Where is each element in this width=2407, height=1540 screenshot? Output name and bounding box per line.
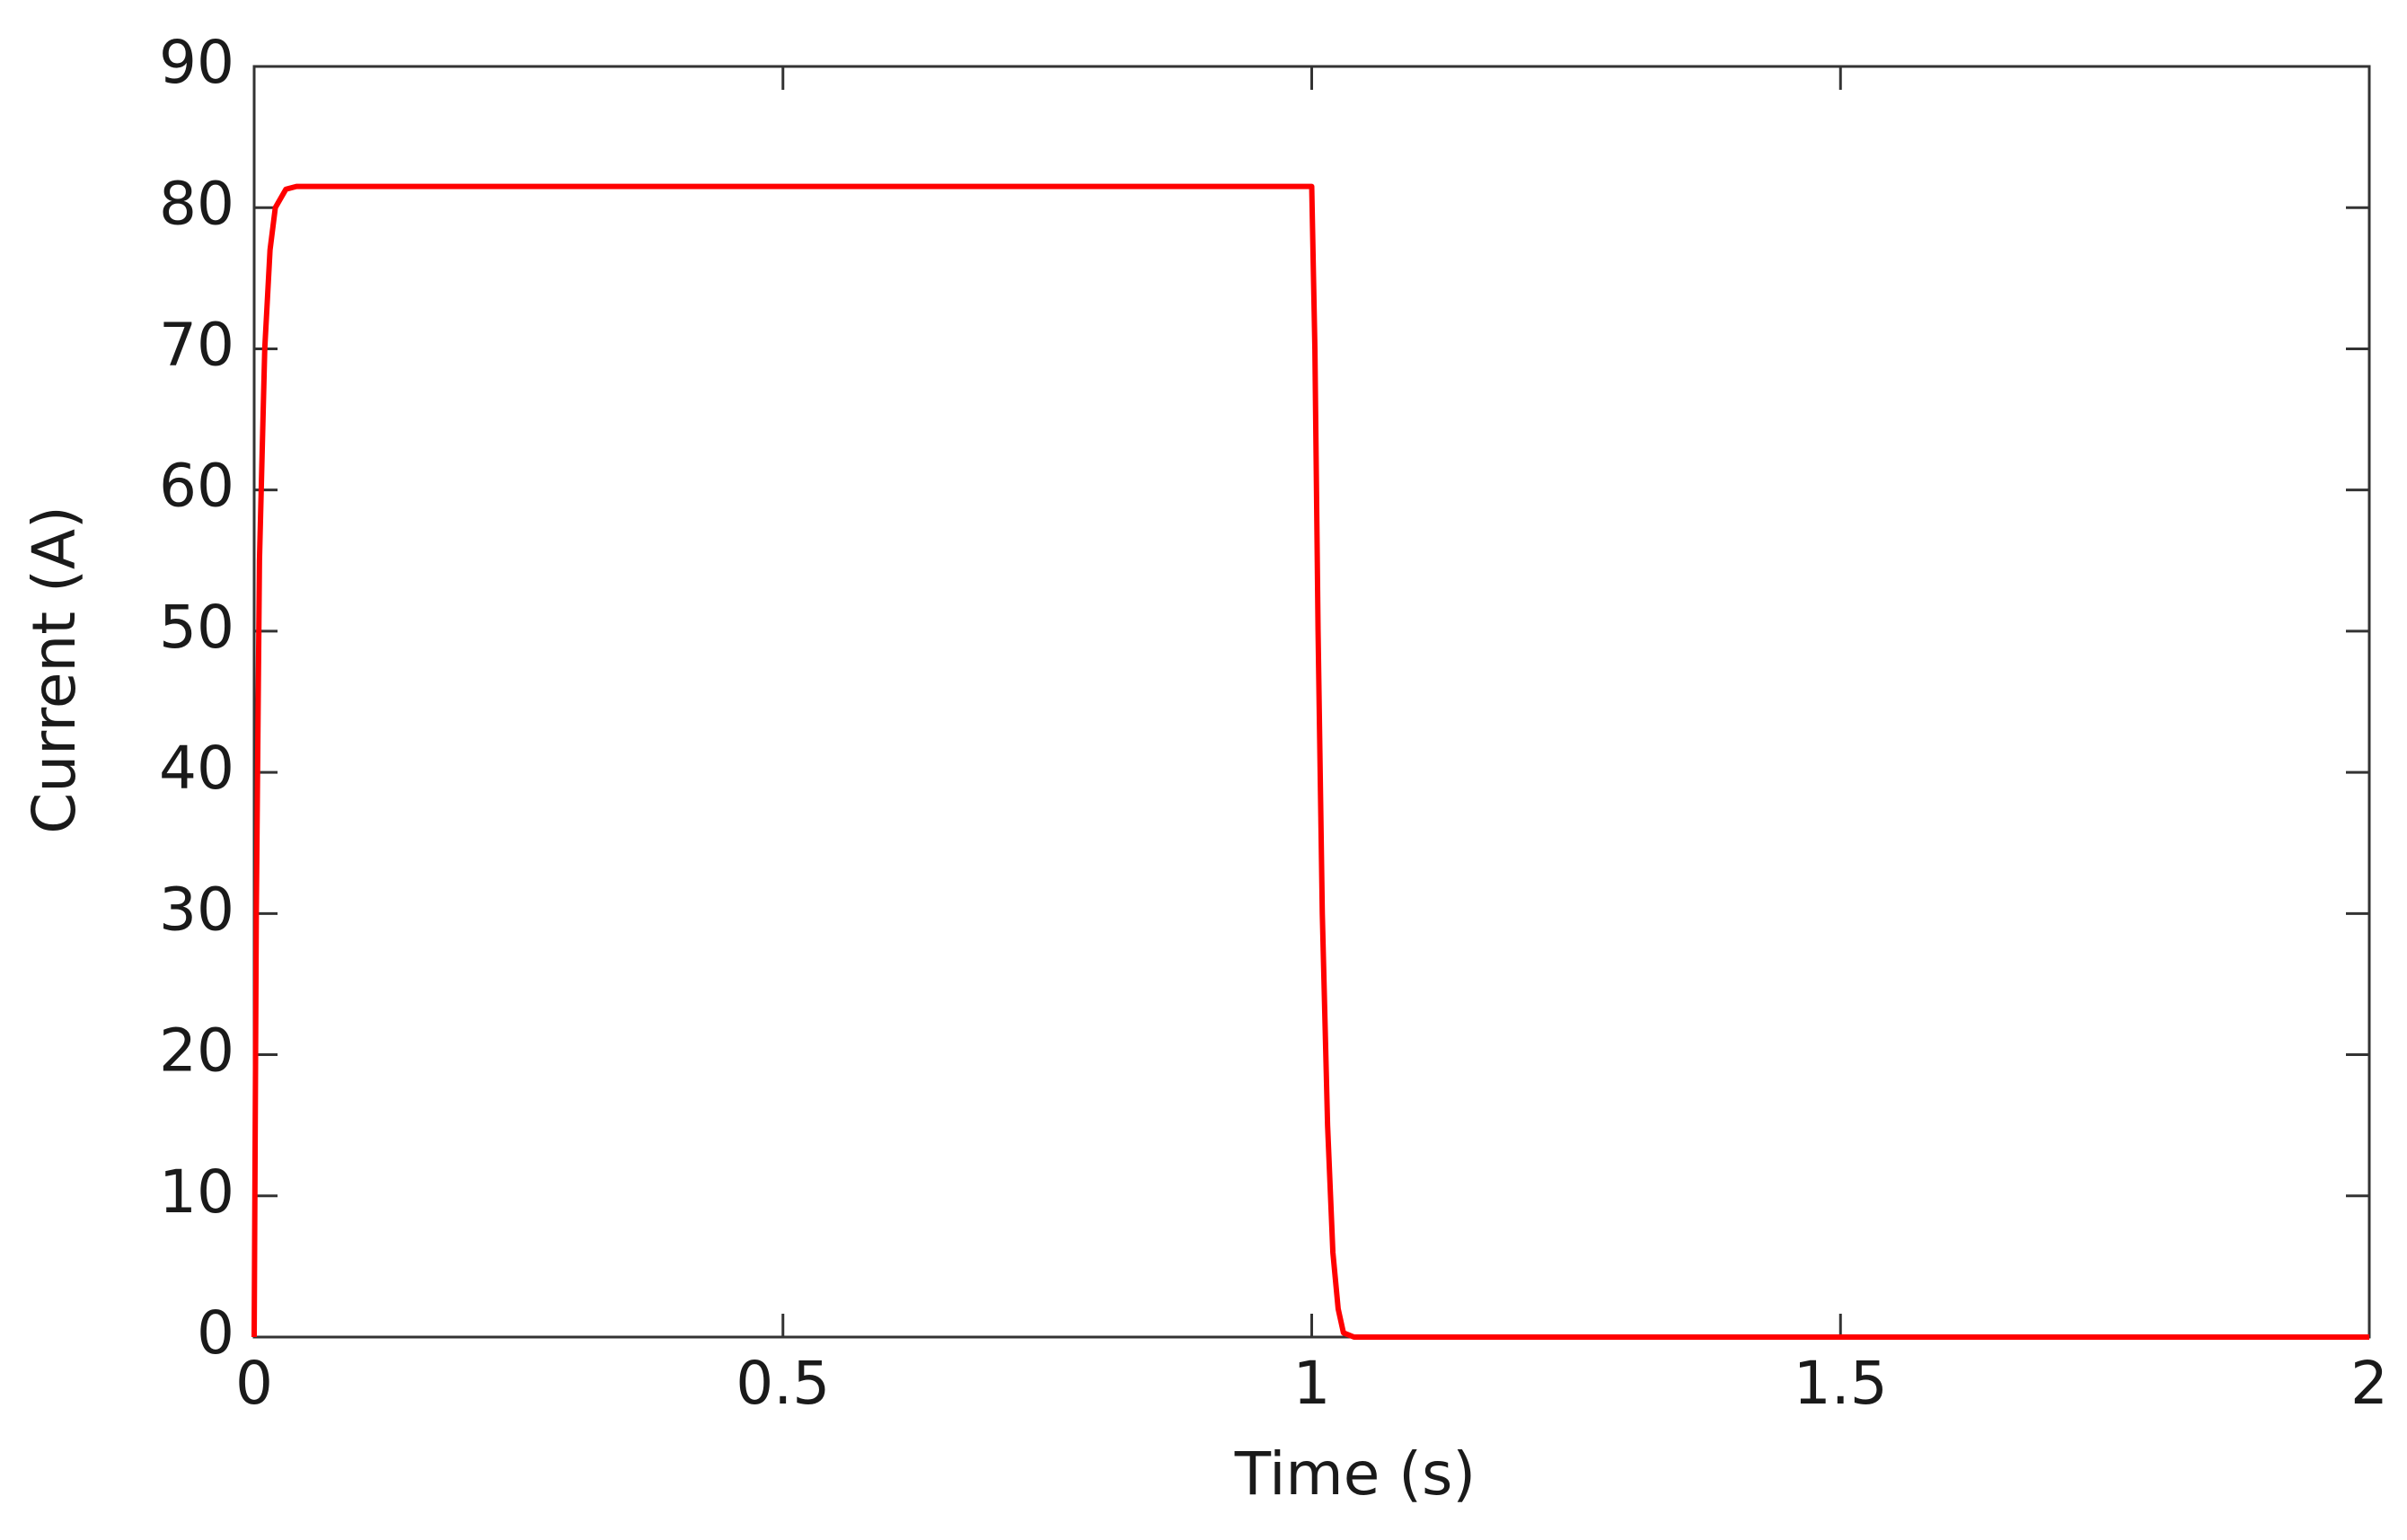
x-tick-label: 0.5	[736, 1349, 830, 1418]
y-tick-label: 20	[159, 1016, 234, 1086]
y-tick-label: 50	[159, 593, 234, 662]
x-tick-label: 1	[1293, 1349, 1331, 1418]
y-tick-label: 80	[159, 169, 234, 238]
y-tick-label: 90	[159, 28, 234, 97]
y-tick-label: 10	[159, 1157, 234, 1227]
x-tick-label: 1.5	[1794, 1349, 1888, 1418]
y-tick-label: 30	[159, 875, 234, 944]
x-tick-label: 0	[235, 1349, 273, 1418]
y-axis-label: Current (A)	[20, 506, 89, 834]
y-tick-label: 60	[159, 452, 234, 521]
x-tick-label: 2	[2350, 1349, 2388, 1418]
y-tick-label: 40	[159, 734, 234, 803]
y-tick-label: 0	[197, 1298, 234, 1368]
x-axis-label: Time (s)	[1234, 1439, 1476, 1509]
data-line	[251, 183, 2369, 1340]
y-tick-label: 70	[159, 311, 234, 380]
